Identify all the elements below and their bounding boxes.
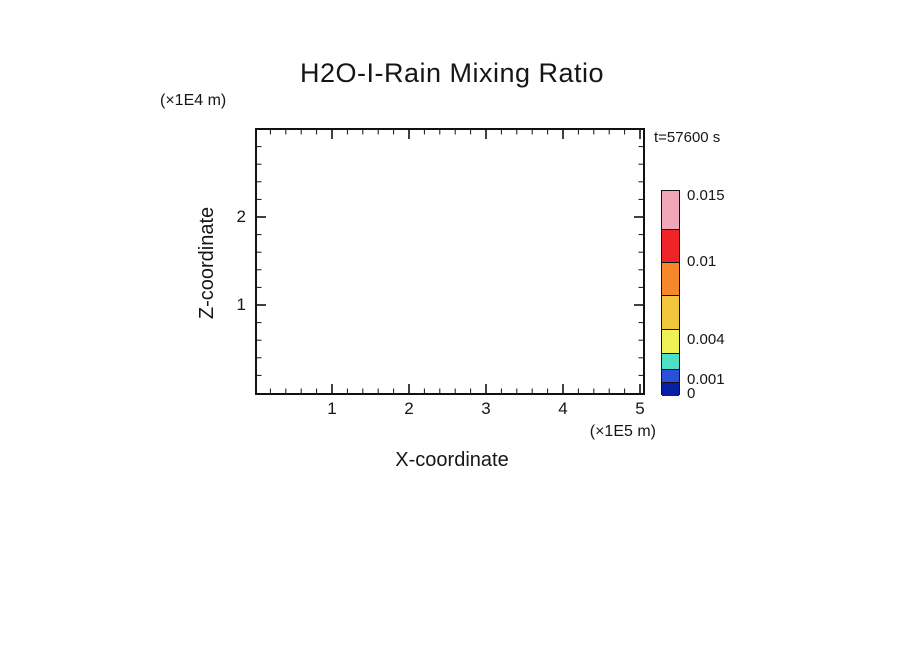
x-tick-label: 3 — [481, 399, 491, 418]
x-axis-unit-label: (×1E5 m) — [589, 423, 656, 440]
colorbar-segment — [662, 295, 679, 329]
colorbar-segment — [662, 229, 679, 262]
x-tick-label: 5 — [635, 399, 645, 418]
colorbar-label: 0 — [687, 385, 696, 402]
colorbar-segment — [662, 191, 679, 229]
y-axis-title: Z-coordinate — [196, 206, 218, 320]
plot-area — [255, 128, 645, 395]
y-tick-label: 1 — [236, 295, 246, 314]
x-tick-label: 2 — [404, 399, 414, 418]
colorbar-label: 0.015 — [687, 187, 725, 204]
y-tick-label: 2 — [236, 207, 246, 226]
axes-ticks-svg — [257, 130, 643, 393]
colorbar-label: 0.004 — [687, 331, 725, 348]
x-axis-title: X-coordinate — [395, 449, 509, 471]
x-tick-label: 1 — [327, 399, 337, 418]
colorbar — [661, 190, 680, 396]
chart-title: H2O-I-Rain Mixing Ratio — [299, 58, 605, 88]
colorbar-segment — [662, 369, 679, 382]
colorbar-segment — [662, 329, 679, 353]
x-tick-label: 4 — [558, 399, 568, 418]
y-axis-unit-label: (×1E4 m) — [160, 92, 227, 109]
time-label: t=57600 s — [654, 129, 721, 146]
colorbar-segment — [662, 353, 679, 369]
colorbar-label: 0.01 — [687, 253, 717, 270]
colorbar-label: 0.001 — [687, 371, 725, 388]
colorbar-segment — [662, 262, 679, 295]
colorbar-segment — [662, 382, 679, 396]
